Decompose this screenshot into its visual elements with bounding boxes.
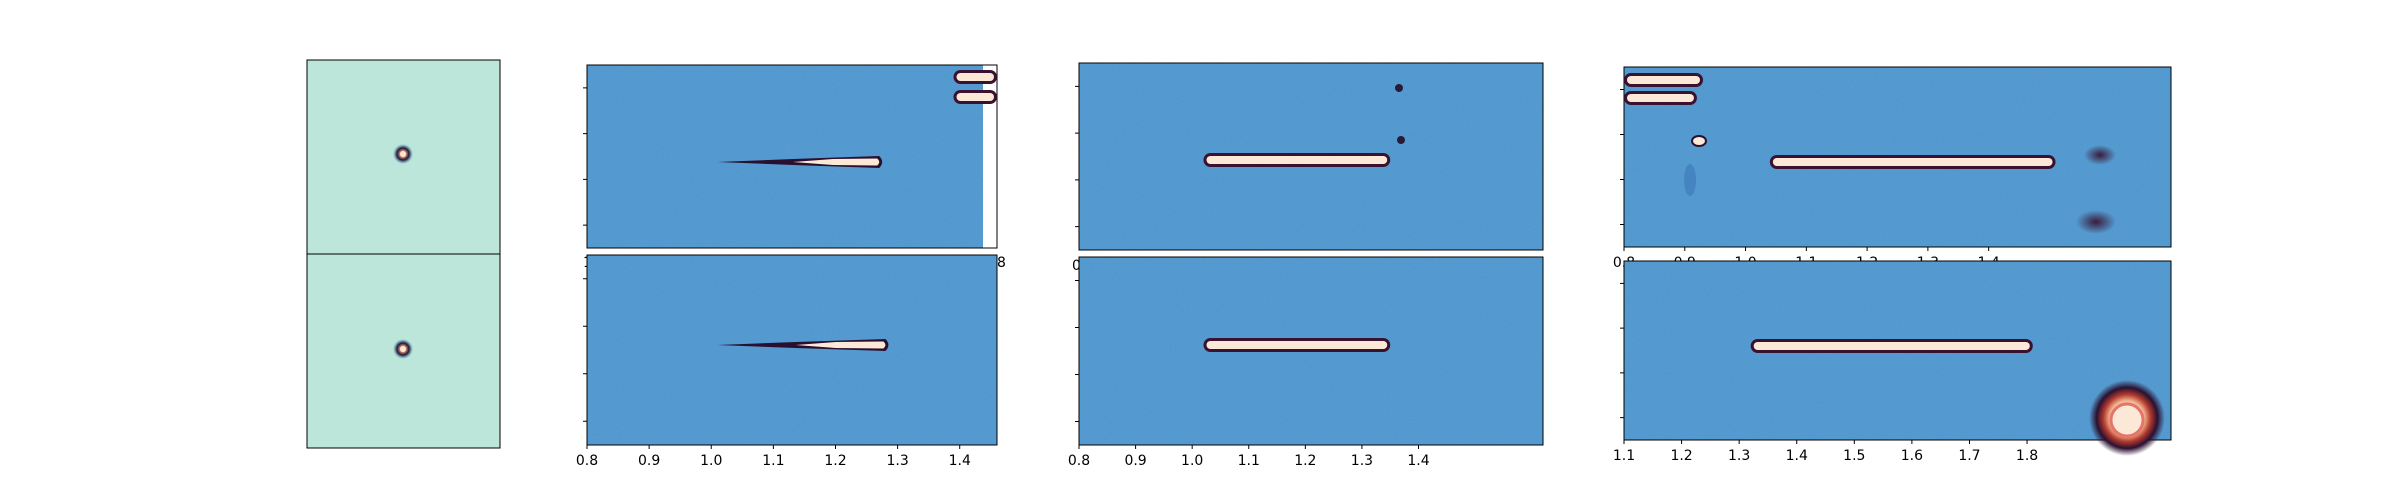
trace-col4-top-2-core <box>1627 94 1694 102</box>
x-tick-label-col2-bottom-3: 1.1 <box>762 453 784 469</box>
x-tick-label-col3-bottom-2: 1.0 <box>1181 453 1203 469</box>
trace-col3-bottom-0-core <box>1206 341 1388 349</box>
traces-col3-top <box>1203 153 1391 167</box>
panel-col2-top-frame <box>586 64 998 249</box>
dark-spot-col3-b <box>1397 136 1405 144</box>
traces-col3-bottom <box>1203 338 1391 352</box>
x-tick-label-col3-bottom-0: 0.8 <box>1068 453 1090 469</box>
spectrum-panel-col2-top: 1 8 <box>583 64 1006 271</box>
x-tick-label-col4-bottom-5: 1.6 <box>1901 448 1923 464</box>
panel-col2-top-noise <box>587 65 983 248</box>
x-tick-label-col3-top-left: 0 <box>1072 258 1081 274</box>
dark-patch-col4-a <box>2084 145 2116 165</box>
spectrum-panel-col3-bottom: 0.8 0.9 1.0 1.1 1.2 1.3 1.4 <box>1068 256 1544 469</box>
trace-col4-top-1-core <box>1627 76 1701 84</box>
x-tick-label-col2-bottom-6: 1.4 <box>949 453 971 469</box>
traces-col4-bottom <box>1750 339 2033 353</box>
ticks-col4-bottom: 1.1 1.2 1.3 1.4 1.5 1.6 1.7 1.8 <box>1613 282 2038 464</box>
trace-col2-top-1-core <box>956 73 994 81</box>
trace-col2-top-0-core <box>792 158 880 166</box>
trace-col4-top-0-core <box>1772 158 2053 166</box>
x-tick-label-col4-bottom-0: 1.1 <box>1613 448 1635 464</box>
x-tick-label-col3-bottom-1: 0.9 <box>1124 453 1146 469</box>
trace-col2-bottom-0-core <box>795 341 886 349</box>
spectrum-panel-col3-top: 0 <box>1072 62 1544 274</box>
traces-col4-top <box>1624 73 2056 169</box>
x-tick-label-col2-bottom-2: 1.0 <box>700 453 722 469</box>
spectrum-panel-col4-bottom: 1.1 1.2 1.3 1.4 1.5 1.6 1.7 1.8 <box>1613 260 2172 464</box>
x-tick-label-col3-bottom-3: 1.1 <box>1238 453 1260 469</box>
x-tick-label-col4-bottom-6: 1.7 <box>1958 448 1980 464</box>
trace-col4-bottom-0-core <box>1753 342 2030 350</box>
panel-col2-bottom-noise <box>587 255 997 445</box>
traces-col2-bottom <box>717 339 889 351</box>
ticks-col2-bottom: 0.8 0.9 1.0 1.1 1.2 1.3 1.4 <box>576 278 971 469</box>
x-tick-label-col4-bottom-7: 1.8 <box>2016 448 2038 464</box>
x-tick-label-col3-bottom-4: 1.2 <box>1294 453 1316 469</box>
x-tick-label-col2-bottom-0: 0.8 <box>576 453 598 469</box>
x-tick-label-col3-bottom-5: 1.3 <box>1351 453 1373 469</box>
trace-col3-top-0-core <box>1206 156 1388 164</box>
ticks-col2-top <box>583 87 587 226</box>
panel-col2-bottom-frame <box>586 254 998 446</box>
x-tick-label-col4-bottom-1: 1.2 <box>1670 448 1692 464</box>
dark-patch-col4-c <box>1684 164 1696 196</box>
trace-col2-top-2-core <box>956 93 994 101</box>
x-tick-label-col2-bottom-1: 0.9 <box>638 453 660 469</box>
dark-patch-col4-b <box>2076 210 2116 234</box>
x-tick-label-col2-bottom-4: 1.2 <box>824 453 846 469</box>
traces-col2-top <box>717 70 997 168</box>
panel-col4-top-frame <box>1623 66 2172 248</box>
panel-col3-top-frame <box>1078 62 1544 251</box>
x-tick-label-col2-bottom-5: 1.3 <box>886 453 908 469</box>
psf-bottom-source-core <box>400 346 406 352</box>
panel-col2-top-blank-strip <box>983 65 997 248</box>
spectrum-panel-col2-bottom: 0.8 0.9 1.0 1.1 1.2 1.3 1.4 <box>576 254 998 469</box>
x-tick-label-col2-top-right: 8 <box>997 255 1006 271</box>
psf-panel-top <box>306 59 501 255</box>
x-tick-label-col4-bottom-4: 1.5 <box>1843 448 1865 464</box>
psf-panel-bottom <box>306 253 501 449</box>
ticks-col3-top <box>1075 85 1079 228</box>
bright-knot-col4 <box>1691 135 1707 147</box>
ticks-col3-bottom: 0.8 0.9 1.0 1.1 1.2 1.3 1.4 <box>1068 280 1430 469</box>
panel-col4-bottom-frame <box>1623 260 2172 441</box>
panel-col3-bottom-frame <box>1078 256 1544 446</box>
x-tick-label-col4-bottom-2: 1.3 <box>1728 448 1750 464</box>
spectrum-panel-col4-top: 0.80.91.01.11.21.31.4 <box>1613 66 2172 271</box>
dark-spot-col3-a <box>1395 84 1403 92</box>
psf-top-source-core <box>400 151 406 157</box>
bright-source-col4-core <box>2109 402 2145 438</box>
x-tick-label-col4-bottom-3: 1.4 <box>1786 448 1808 464</box>
x-tick-label-col3-bottom-6: 1.4 <box>1407 453 1429 469</box>
